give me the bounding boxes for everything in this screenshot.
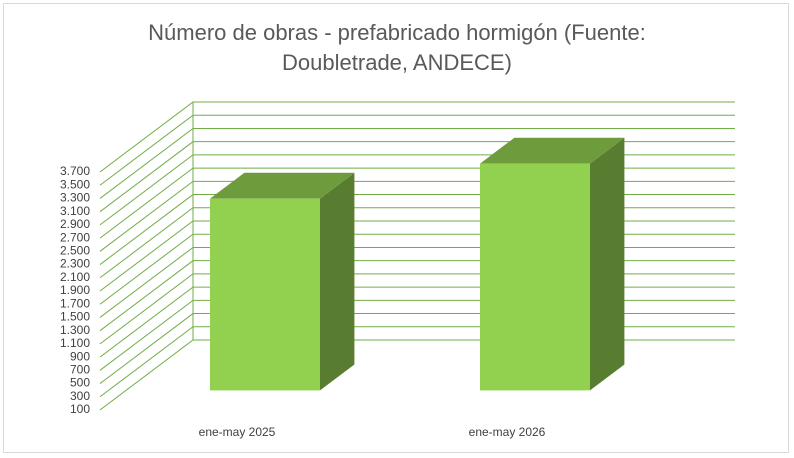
grid-line xyxy=(99,101,735,173)
grid-line xyxy=(99,339,735,411)
y-tick-label: 1.700 xyxy=(60,296,90,310)
y-tick-label: 1.300 xyxy=(60,323,90,337)
y-tick-label: 3.700 xyxy=(60,164,90,178)
grid-line xyxy=(99,167,735,239)
y-tick-label: 1.100 xyxy=(60,336,90,350)
x-tick-label: ene-may 2026 xyxy=(469,425,546,439)
y-tick-label: 3.100 xyxy=(60,204,90,218)
grid-line xyxy=(99,260,735,332)
y-tick-label: 100 xyxy=(70,402,90,416)
grid-line xyxy=(99,313,735,384)
y-tick-label: 2.700 xyxy=(60,230,90,244)
grid-line xyxy=(99,154,735,226)
bar-top xyxy=(480,137,625,164)
grid-line xyxy=(99,194,735,265)
bar xyxy=(210,198,320,391)
y-tick-label: 2.900 xyxy=(60,217,90,231)
y-tick-label: 500 xyxy=(70,376,90,390)
chart-frame xyxy=(3,3,789,453)
y-tick-label: 2.300 xyxy=(60,257,90,271)
y-tick-label: 2.500 xyxy=(60,244,90,258)
y-tick-label: 900 xyxy=(70,349,90,363)
y-tick-label: 3.500 xyxy=(60,177,90,191)
y-tick-label: 1.900 xyxy=(60,283,90,297)
x-tick-label: ene-may 2025 xyxy=(199,425,276,439)
bar-top xyxy=(210,172,355,199)
y-tick-label: 1.500 xyxy=(60,310,90,324)
bar-side xyxy=(590,137,625,391)
grid-line xyxy=(99,127,735,199)
bar xyxy=(480,163,590,391)
grid-line xyxy=(99,299,735,371)
grid-line xyxy=(99,207,735,279)
grid-line xyxy=(99,246,735,318)
grid-line xyxy=(99,114,735,186)
grid-line xyxy=(99,233,735,305)
grid-line xyxy=(99,273,735,345)
bar-side xyxy=(320,172,355,391)
grid-line xyxy=(99,141,735,213)
y-tick-label: 3.300 xyxy=(60,191,90,205)
grid-line xyxy=(99,220,735,292)
grid-line xyxy=(99,326,735,398)
chart-title: Número de obras - prefabricado hormigón … xyxy=(148,20,646,75)
grid-line xyxy=(99,180,735,252)
y-tick-label: 300 xyxy=(70,389,90,403)
grid-line xyxy=(99,286,735,358)
y-tick-label: 2.100 xyxy=(60,270,90,284)
y-tick-label: 700 xyxy=(70,363,90,377)
